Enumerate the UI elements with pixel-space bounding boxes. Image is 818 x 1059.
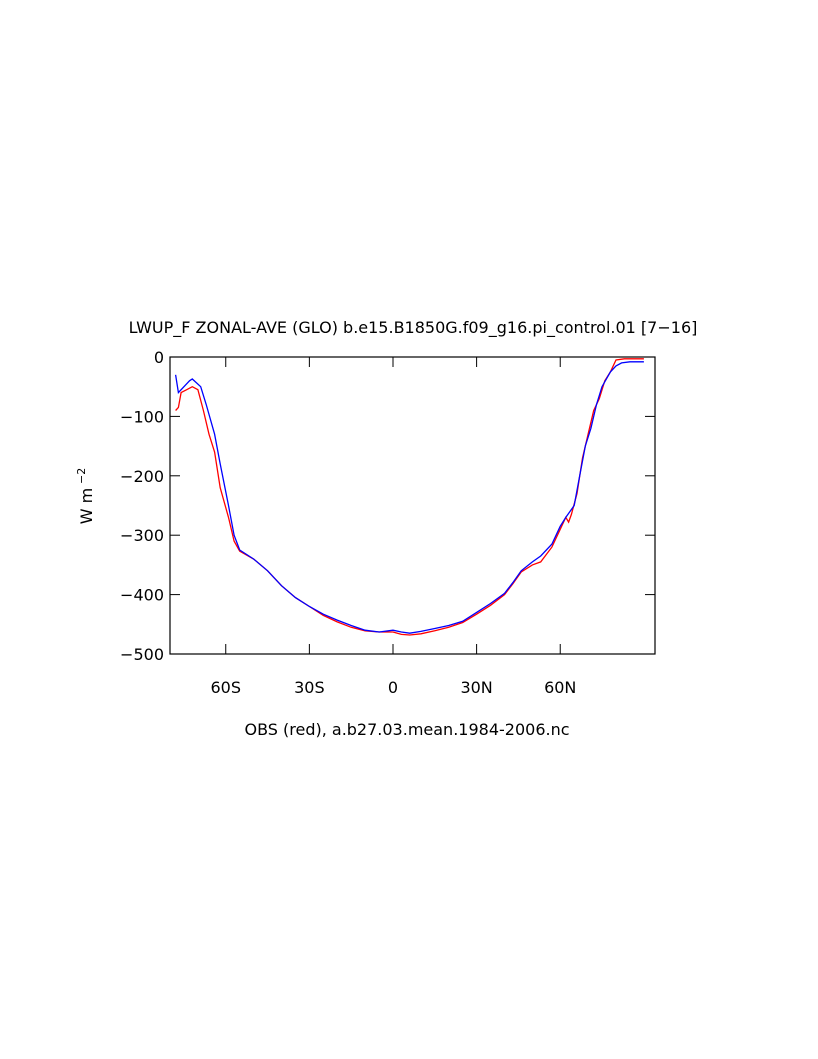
x-tick-label: 60S	[210, 678, 241, 697]
x-tick-label: 30N	[460, 678, 492, 697]
y-tick-label: −500	[120, 645, 164, 664]
y-tick-label: 0	[154, 348, 164, 367]
x-axis-label: OBS (red), a.b27.03.mean.1984-2006.nc	[244, 720, 569, 739]
y-tick-label: −400	[120, 586, 164, 605]
data-line	[175, 358, 644, 636]
y-label-text: W m	[77, 488, 96, 525]
y-tick-label: −100	[120, 407, 164, 426]
plot-frame	[169, 356, 656, 655]
x-tick-label: 60N	[544, 678, 576, 697]
x-tick-label: 0	[388, 678, 398, 697]
y-tick-label: −200	[120, 467, 164, 486]
chart-title: LWUP_F ZONAL-AVE (GLO) b.e15.B1850G.f09_…	[129, 318, 698, 338]
y-label-sup: −2	[75, 468, 88, 484]
y-tick-label: −300	[120, 526, 164, 545]
y-axis-label: W m −2	[75, 468, 96, 524]
x-tick-label: 30S	[294, 678, 325, 697]
data-line	[174, 361, 644, 634]
